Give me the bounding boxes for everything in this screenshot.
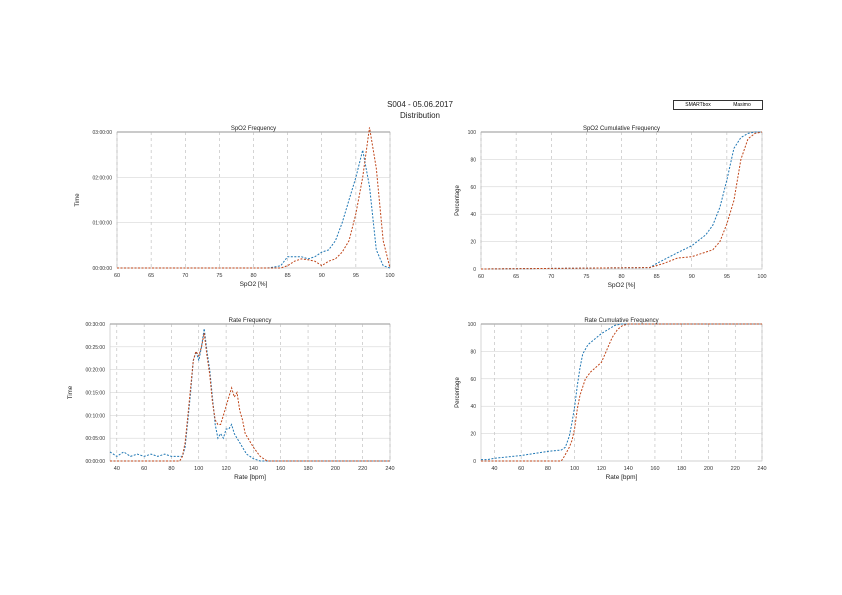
figure-title: S004 - 05.06.2017 [387,100,453,109]
x-tick-label: 100 [757,274,766,280]
y-tick-label: 80 [470,157,476,163]
y-tick-label: 02:00:00 [93,175,113,181]
x-axis-label: SpO2 [%] [240,281,268,288]
x-tick-label: 80 [618,274,624,280]
x-tick-label: 60 [114,273,120,279]
x-tick-label: 220 [358,466,367,472]
x-tick-label: 80 [168,466,174,472]
x-tick-label: 90 [319,273,325,279]
x-tick-label: 100 [385,273,394,279]
series-line-smartbox [481,323,762,461]
figure-subtitle: Distribution [399,111,440,120]
y-tick-label: 00:15:00 [86,391,106,397]
y-tick-label: 40 [470,212,476,218]
y-tick-label: 00:10:00 [86,413,106,419]
x-tick-label: 40 [491,466,497,472]
x-tick-label: 120 [597,466,606,472]
x-tick-label: 75 [216,273,222,279]
x-tick-label: 100 [570,466,579,472]
y-tick-label: 00:25:00 [86,345,106,351]
x-tick-label: 60 [478,274,484,280]
series-line-smartbox [117,149,391,269]
x-tick-label: 95 [353,273,359,279]
x-tick-label: 65 [513,274,519,280]
x-tick-label: 90 [689,274,695,280]
y-axis-label: Time [75,193,81,207]
x-tick-label: 160 [276,466,285,472]
x-tick-label: 85 [654,274,660,280]
x-tick-label: 70 [182,273,188,279]
legend-entry-masimo: Masimo [733,102,751,108]
x-tick-label: 75 [583,274,589,280]
x-tick-label: 80 [545,466,551,472]
x-tick-label: 240 [385,466,394,472]
y-tick-label: 00:05:00 [86,436,106,442]
x-tick-label: 140 [624,466,633,472]
y-axis-label: Time [68,385,74,399]
y-tick-label: 40 [470,404,476,410]
y-tick-label: 0 [473,267,476,273]
x-tick-label: 40 [114,466,120,472]
y-tick-label: 00:00:00 [93,266,113,272]
x-tick-label: 70 [548,274,554,280]
y-tick-label: 20 [470,240,476,246]
y-tick-label: 80 [470,349,476,355]
x-tick-label: 180 [303,466,312,472]
y-tick-label: 00:20:00 [86,368,106,374]
y-tick-label: 100 [468,322,477,328]
x-tick-label: 60 [141,466,147,472]
x-axis-label: Rate [bpm] [234,474,266,481]
y-tick-label: 60 [470,377,476,383]
series-line-masimo [117,127,391,269]
subplot-title: SpO2 Cumulative Frequency [583,126,660,132]
y-axis-label: Percentage [455,377,461,408]
subplot-title: Rate Cumulative Frequency [584,318,658,324]
x-tick-label: 200 [331,466,340,472]
subplot-title: SpO2 Frequency [231,126,276,132]
x-tick-label: 160 [650,466,659,472]
x-axis-label: SpO2 [%] [608,282,636,289]
subplot-title: Rate Frequency [229,318,272,324]
y-tick-label: 60 [470,185,476,191]
x-tick-label: 120 [222,466,231,472]
y-tick-label: 0 [473,459,476,465]
y-tick-label: 01:00:00 [93,221,113,227]
x-tick-label: 60 [518,466,524,472]
x-tick-label: 140 [249,466,258,472]
x-tick-label: 240 [757,466,766,472]
x-tick-label: 80 [250,273,256,279]
y-tick-label: 20 [470,432,476,438]
x-tick-label: 85 [285,273,291,279]
series-line-masimo [110,333,390,462]
x-axis-label: Rate [bpm] [606,474,638,481]
legend: SMARTbox Masimo [673,100,763,110]
x-tick-label: 200 [704,466,713,472]
y-tick-label: 00:30:00 [86,322,106,328]
legend-entry-smartbox: SMARTbox [685,102,711,108]
series-line-masimo [481,323,762,462]
y-tick-label: 00:00:00 [86,459,106,465]
x-tick-label: 65 [148,273,154,279]
x-tick-label: 95 [724,274,730,280]
x-tick-label: 180 [677,466,686,472]
y-axis-label: Percentage [455,185,461,216]
series-line-masimo [480,131,763,270]
x-tick-label: 100 [194,466,203,472]
x-tick-label: 220 [731,466,740,472]
plot-area [480,323,763,462]
y-tick-label: 03:00:00 [93,130,113,136]
y-tick-label: 100 [468,130,477,136]
